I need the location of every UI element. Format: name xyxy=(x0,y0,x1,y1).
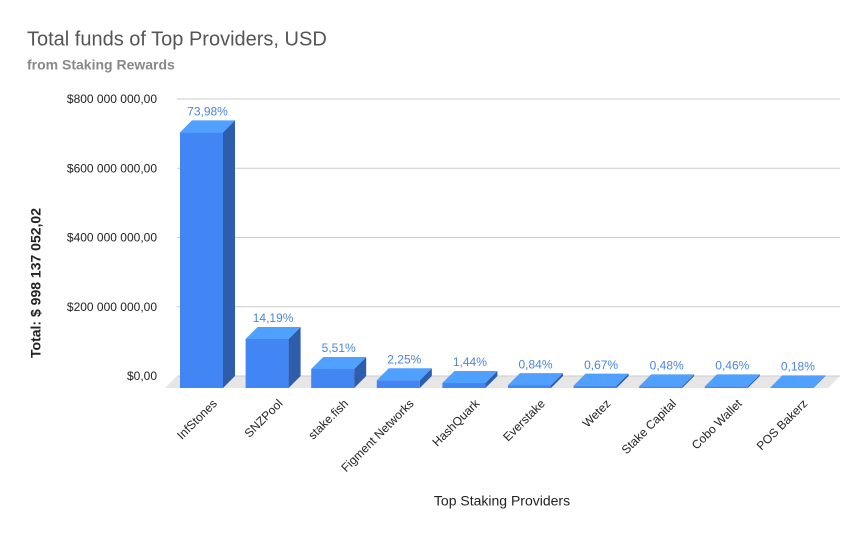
bar-face xyxy=(354,356,367,388)
bar xyxy=(311,356,367,388)
bar xyxy=(376,368,432,388)
bar xyxy=(704,374,760,388)
x-tick-label: Everstake xyxy=(500,396,548,444)
y-axis-title: Total: $ 998 137 052,02 xyxy=(28,208,44,358)
bar-face xyxy=(770,375,826,388)
bar-face xyxy=(311,368,355,388)
bar-face xyxy=(180,132,223,388)
x-tick-label: Cobo Wallet xyxy=(689,396,745,452)
bar-face xyxy=(616,373,629,388)
bar-face xyxy=(376,368,432,381)
data-label: 0,48% xyxy=(650,359,684,373)
x-tick-label: SNZPool xyxy=(242,396,286,440)
bar-face xyxy=(223,120,235,388)
bar-face xyxy=(311,356,367,369)
bar-face xyxy=(551,373,563,388)
data-label: 2,25% xyxy=(387,352,421,366)
bar xyxy=(639,374,695,388)
y-tick-label: $0,00 xyxy=(127,369,157,383)
bar-face xyxy=(573,373,629,386)
bar-face xyxy=(180,120,235,133)
bar-face xyxy=(288,326,301,388)
bar-face xyxy=(245,326,301,339)
bar-face xyxy=(442,383,486,388)
y-tick-label: $600 000 000,00 xyxy=(67,161,157,175)
x-tick-label: Figment Networks xyxy=(338,396,416,474)
bar-face xyxy=(639,386,683,388)
bar-face xyxy=(813,375,826,388)
bar-face xyxy=(485,371,498,388)
bar-face xyxy=(442,371,498,384)
y-tick-label: $800 000 000,00 xyxy=(67,92,157,106)
bar-face xyxy=(508,373,563,386)
data-label: 1,44% xyxy=(453,355,487,369)
bar-face xyxy=(704,386,748,388)
bar xyxy=(770,375,826,388)
data-label: 0,84% xyxy=(518,357,552,371)
y-tick-label: $400 000 000,00 xyxy=(67,231,157,245)
bar-face xyxy=(376,380,420,388)
data-label: 14,19% xyxy=(253,311,294,325)
bar xyxy=(508,373,563,388)
bar-face xyxy=(639,374,695,387)
data-label: 0,46% xyxy=(715,359,749,373)
bar-face xyxy=(704,374,760,387)
data-label: 73,98% xyxy=(187,104,228,118)
bar-face xyxy=(770,387,814,388)
x-axis-title: Top Staking Providers xyxy=(434,493,570,509)
bar-face xyxy=(508,385,551,388)
bar-face xyxy=(419,368,432,388)
y-tick-label: $200 000 000,00 xyxy=(67,300,157,314)
x-tick-label: Stake Capital xyxy=(619,396,679,456)
x-tick-label: InfStones xyxy=(174,396,220,442)
data-label: 0,67% xyxy=(584,358,618,372)
x-tick-label: POS Bakerz xyxy=(754,396,811,453)
bar-face xyxy=(245,338,289,388)
x-tick-label: stake.fish xyxy=(305,396,351,442)
bar xyxy=(180,120,235,388)
bar-face xyxy=(747,374,760,388)
bar-face xyxy=(573,385,617,388)
bar xyxy=(573,373,629,388)
bar-face xyxy=(682,374,695,388)
x-tick-label: HashQuark xyxy=(429,396,483,450)
x-tick-label: Wetez xyxy=(580,396,614,430)
bar xyxy=(245,326,301,388)
data-label: 0,18% xyxy=(781,360,815,374)
bar xyxy=(442,371,498,388)
chart-title: Total funds of Top Providers, USD xyxy=(27,28,327,50)
chart-subtitle: from Staking Rewards xyxy=(27,57,175,73)
data-label: 5,51% xyxy=(322,341,356,355)
